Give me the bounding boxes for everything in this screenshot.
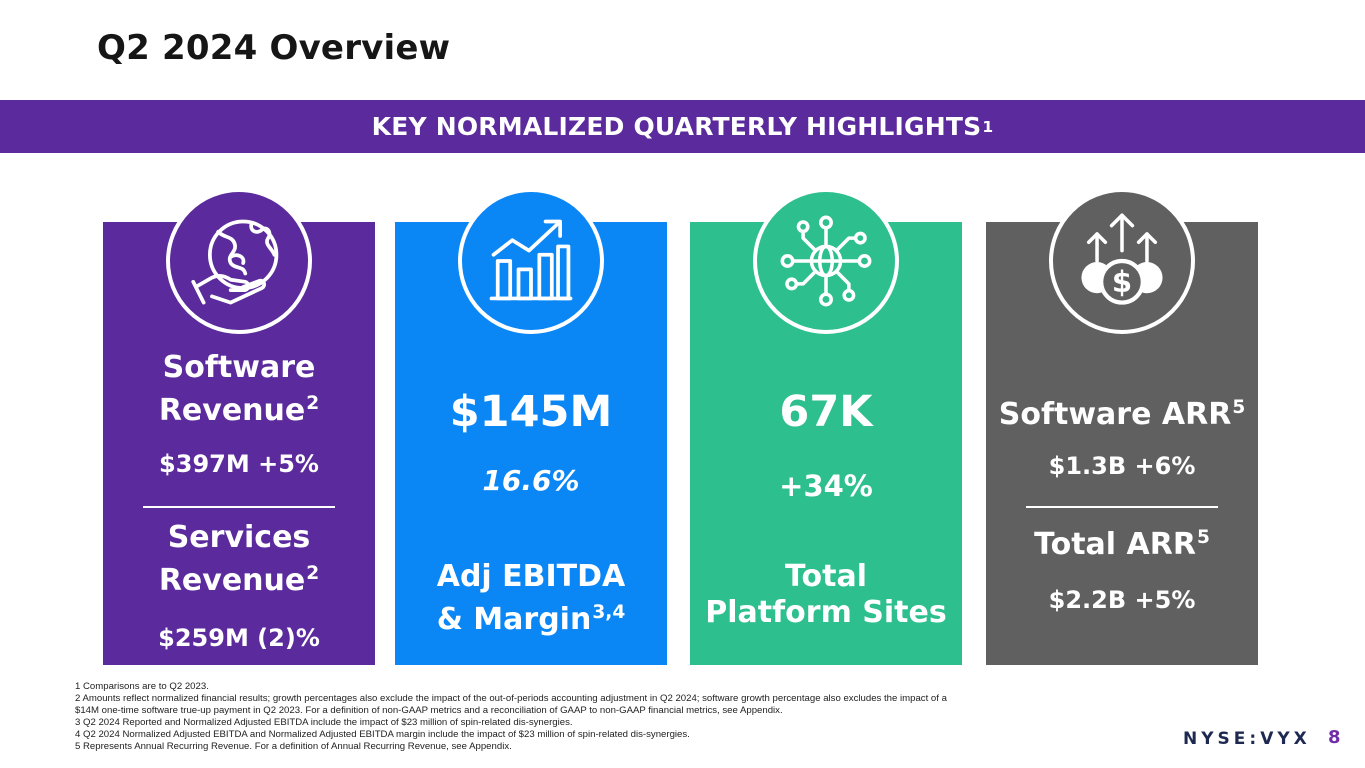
- highlights-banner: KEY NORMALIZED QUARTERLY HIGHLIGHTS 1: [0, 100, 1365, 153]
- network-globe-icon: [753, 188, 899, 334]
- services-revenue-label-line2: Revenue2: [103, 556, 375, 599]
- footnote: $14M one-time software true-up payment i…: [75, 705, 783, 716]
- adj-ebitda-label-line1: Adj EBITDA: [436, 559, 626, 594]
- total-arr-label-text: Total ARR: [1034, 527, 1196, 562]
- growth-bar-chart-icon: [458, 188, 604, 334]
- platform-sites-label-line1: Total: [785, 559, 867, 594]
- globe-puzzle-hand-icon: [166, 188, 312, 334]
- divider: [1026, 506, 1218, 508]
- stock-ticker: NYSE:VYX: [1183, 729, 1311, 749]
- adj-ebitda-value: $145M: [449, 387, 613, 437]
- adj-ebitda-label-text: & Margin: [436, 602, 592, 637]
- platform-sites-card: 67K +34% Total Platform Sites: [690, 188, 962, 665]
- svg-text:$: $: [1112, 265, 1132, 299]
- footnote: 1 Comparisons are to Q2 2023.: [75, 681, 209, 692]
- adj-ebitda-card: $145M 16.6% Adj EBITDA & Margin3,4: [395, 188, 667, 665]
- banner-footnote-ref: 1: [982, 117, 994, 136]
- services-revenue-label: Services Revenue2: [103, 520, 375, 599]
- total-arr-value: $2.2B +5%: [1048, 586, 1196, 614]
- software-revenue-footnote-ref: 2: [306, 393, 320, 414]
- software-arr-label-text: Software ARR: [998, 397, 1232, 432]
- adj-ebitda-margin: 16.6%: [482, 464, 580, 497]
- dollar-coins-arrows-icon: $: [1049, 188, 1195, 334]
- footnote: 4 Q2 2024 Normalized Adjusted EBITDA and…: [75, 729, 690, 740]
- software-revenue-label: Software Revenue2: [103, 350, 375, 429]
- software-revenue-value: $397M +5%: [159, 450, 319, 478]
- footnote: 3 Q2 2024 Reported and Normalized Adjust…: [75, 717, 573, 728]
- software-arr-label: Software ARR5: [986, 390, 1258, 433]
- software-revenue-label-line1: Software: [162, 350, 316, 385]
- page-title: Q2 2024 Overview: [97, 28, 451, 68]
- platform-sites-label-line2: Platform Sites: [705, 595, 947, 630]
- platform-sites-label: Total Platform Sites: [690, 559, 962, 631]
- footnote: 2 Amounts reflect normalized financial r…: [75, 693, 947, 704]
- total-arr-label: Total ARR5: [986, 520, 1258, 563]
- divider: [143, 506, 335, 508]
- total-arr-footnote-ref: 5: [1196, 527, 1210, 548]
- services-revenue-label-line1: Services: [167, 520, 311, 555]
- footnote: 5 Represents Annual Recurring Revenue. F…: [75, 741, 512, 752]
- adj-ebitda-label-line2: & Margin3,4: [395, 595, 667, 638]
- services-revenue-footnote-ref: 2: [306, 563, 320, 584]
- arr-card: $ Software ARR5 $1.3B +6% Total ARR5 $2.…: [986, 188, 1258, 665]
- services-revenue-label-text: Revenue: [158, 563, 306, 598]
- banner-text: KEY NORMALIZED QUARTERLY HIGHLIGHTS: [371, 112, 982, 141]
- software-revenue-card: Software Revenue2 $397M +5% Services Rev…: [103, 188, 375, 665]
- software-arr-footnote-ref: 5: [1232, 397, 1246, 418]
- platform-sites-growth: +34%: [779, 469, 873, 503]
- page-number: 8: [1328, 727, 1341, 748]
- services-revenue-value: $259M (2)%: [158, 624, 320, 652]
- software-revenue-label-text: Revenue: [158, 393, 306, 428]
- software-arr-value: $1.3B +6%: [1048, 452, 1196, 480]
- platform-sites-value: 67K: [779, 387, 873, 437]
- adj-ebitda-footnote-ref: 3,4: [592, 602, 626, 623]
- software-revenue-label-line2: Revenue2: [103, 386, 375, 429]
- footnotes: 1 Comparisons are to Q2 2023. 2 Amounts …: [75, 681, 1135, 753]
- adj-ebitda-label: Adj EBITDA & Margin3,4: [395, 559, 667, 638]
